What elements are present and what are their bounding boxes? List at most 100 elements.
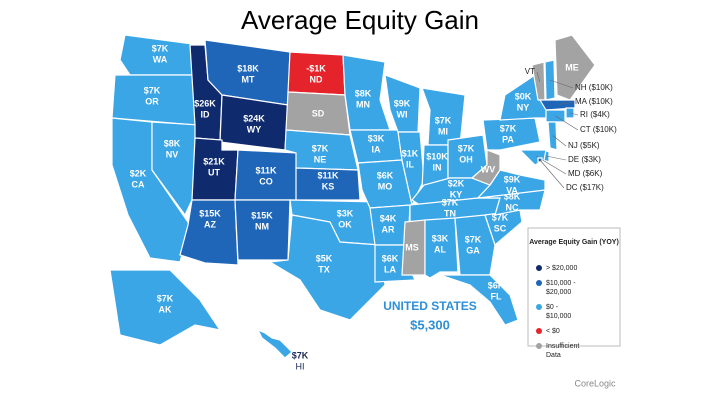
state-abbr: IN (433, 162, 442, 172)
state-value: $26K (194, 98, 216, 108)
state-abbr: LA (384, 264, 396, 274)
leader-line (539, 159, 565, 189)
title: Average Equity Gain (241, 5, 479, 35)
state-abbr: FL (491, 291, 502, 301)
state-value: $7K (458, 143, 475, 153)
legend-swatch (536, 304, 542, 310)
state-abbr: NC (506, 202, 519, 212)
state-abbr: AL (434, 244, 446, 254)
state-value: $7K (292, 350, 309, 360)
state-value: $24K (243, 113, 265, 123)
summary-name: UNITED STATES (383, 299, 477, 313)
state-abbr: TX (318, 264, 330, 274)
state-value: $3K (432, 233, 449, 243)
state-value: $7K (144, 85, 161, 95)
state-label: MD ($6K) (568, 169, 603, 178)
state-value: $3K (337, 208, 354, 218)
state-value: $7K (152, 43, 169, 53)
state-abbr: MO (378, 181, 393, 191)
state-label: DC ($17K) (566, 183, 604, 192)
leader-line (555, 115, 579, 131)
state-abbr: PA (502, 134, 514, 144)
state-shape (256, 328, 293, 359)
state-abbr: TN (444, 208, 456, 218)
state-abbr: WV (481, 164, 496, 174)
state-abbr: WY (247, 124, 262, 134)
legend-label: > $20,000 (546, 265, 577, 272)
state-value: $1K (402, 148, 419, 158)
state-abbr: AR (382, 224, 395, 234)
state-abbr: OK (338, 219, 352, 229)
state-abbr: KY (450, 189, 463, 199)
legend-swatch (536, 343, 542, 349)
state-value: $8K (164, 138, 181, 148)
state-value: $9K (394, 98, 411, 108)
state-abbr: KS (322, 181, 335, 191)
legend-title: Average Equity Gain (YOY) (529, 239, 619, 246)
leader-line (552, 135, 567, 147)
state-value: $8K (504, 191, 521, 201)
state-value: $21K (203, 156, 225, 166)
legend-swatch (536, 280, 542, 286)
legend-label: $0 -$10,000 (546, 304, 571, 320)
leader-line (558, 101, 574, 105)
state-label: VT (525, 67, 535, 76)
state-value: $3K (368, 133, 385, 143)
state-value: $6K (377, 170, 394, 180)
legend-swatch (536, 328, 542, 334)
state-value: $7K (435, 115, 452, 125)
state-value: $2K (448, 178, 465, 188)
state-shape (454, 214, 496, 276)
legend-label: $10,000 -$20,000 (546, 280, 576, 296)
state-label: RI ($4K) (580, 110, 610, 119)
state-abbr: ID (201, 109, 211, 119)
state-value: $7K (157, 293, 174, 303)
state-abbr: NM (255, 221, 269, 231)
state-shape (268, 214, 386, 321)
state-abbr: AK (159, 304, 172, 314)
state-abbr: GA (466, 245, 480, 255)
leader-line (549, 79, 574, 89)
state-abbr: AZ (204, 219, 216, 229)
us-map: $7KWA$7KOR$2KCA$8KNV$26KID$18KMT$24KWY$2… (109, 34, 617, 371)
state-value: $2K (130, 168, 147, 178)
state-abbr: OH (459, 154, 473, 164)
state-value: $9K (504, 174, 521, 184)
state-abbr: IA (372, 144, 382, 154)
state-abbr: ME (565, 62, 579, 72)
state-abbr: HI (296, 361, 305, 371)
state-abbr: VA (506, 185, 518, 195)
state-label: NJ ($5K) (568, 141, 600, 150)
state-value: $7K (312, 143, 329, 153)
state-shape (295, 167, 361, 201)
state-abbr: NE (314, 154, 327, 164)
leader-line (546, 155, 567, 161)
state-abbr: ND (310, 74, 323, 84)
state-abbr: IL (406, 159, 415, 169)
state-shape (554, 34, 596, 101)
leader-line (536, 71, 541, 82)
source: CoreLogic (574, 378, 616, 388)
state-value: $7K (442, 197, 459, 207)
state-shape (547, 121, 558, 151)
legend-label: Insufficient Data (546, 343, 579, 359)
legend-box (527, 227, 621, 347)
state-value: $11K (255, 165, 277, 175)
state-abbr: SD (312, 108, 325, 118)
state-value: -$1K (306, 63, 326, 73)
state-shape (109, 269, 222, 346)
state-abbr: CO (259, 176, 273, 186)
state-abbr: MS (405, 242, 419, 252)
state-value: $4K (380, 213, 397, 223)
state-value: $5K (316, 253, 333, 263)
state-value: $8K (355, 88, 372, 98)
state-abbr: SC (494, 223, 507, 233)
state-value: $0K (515, 91, 532, 101)
state-value: $6K (488, 280, 505, 290)
state-label: MA ($10K) (575, 97, 613, 106)
state-shape (439, 274, 519, 326)
state-value: $15K (251, 210, 273, 220)
state-abbr: MN (356, 99, 370, 109)
state-value: $10K (426, 151, 448, 161)
